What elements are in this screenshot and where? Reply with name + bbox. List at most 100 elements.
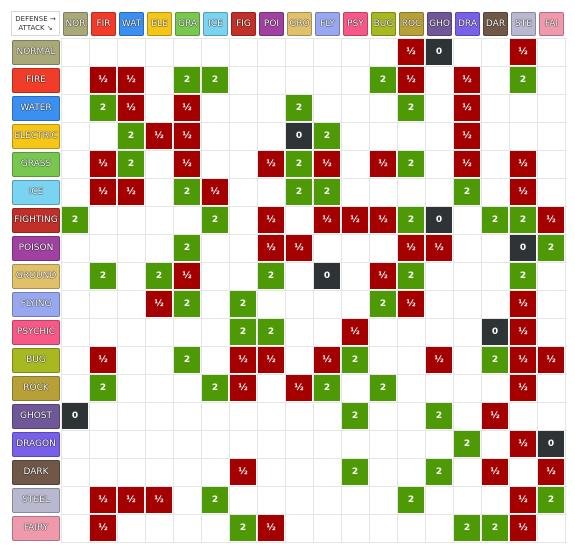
attack-type-dark: DARK [12, 460, 60, 485]
defense-type-psy: PSY [343, 12, 368, 36]
grid-line [313, 38, 314, 542]
effectiveness-cell: 0 [538, 431, 564, 457]
defense-axis-label: DEFENSE → [15, 15, 56, 23]
grid-line [425, 38, 426, 542]
effectiveness-cell: ½ [118, 95, 144, 121]
grid-line [61, 486, 567, 487]
effectiveness-cell: ½ [230, 347, 256, 373]
grid-line [61, 178, 567, 179]
effectiveness-cell: ½ [90, 179, 116, 205]
effectiveness-cell: 2 [482, 515, 508, 541]
grid-line [341, 38, 342, 542]
effectiveness-cell: ½ [510, 515, 536, 541]
effectiveness-cell: ½ [510, 319, 536, 345]
effectiveness-cell: ½ [174, 151, 200, 177]
grid-line [397, 38, 398, 542]
effectiveness-cell: 2 [174, 179, 200, 205]
effectiveness-cell: 2 [146, 263, 172, 289]
effectiveness-cell: 2 [398, 263, 424, 289]
effectiveness-cell: ½ [370, 151, 396, 177]
defense-type-poi: POI [259, 12, 284, 36]
attack-type-rock: ROCK [12, 376, 60, 401]
effectiveness-cell: ½ [174, 95, 200, 121]
attack-type-flying: FLYING [12, 292, 60, 317]
effectiveness-cell: ½ [398, 291, 424, 317]
effectiveness-cell: 2 [230, 291, 256, 317]
attack-type-bug: BUG [12, 348, 60, 373]
effectiveness-cell: 2 [118, 151, 144, 177]
effectiveness-cell: ½ [90, 151, 116, 177]
effectiveness-cell: ½ [538, 207, 564, 233]
effectiveness-cell: ½ [370, 207, 396, 233]
axis-legend: DEFENSE → ATTACK ↘ [11, 11, 60, 36]
grid-line [61, 402, 567, 403]
effectiveness-cell: ½ [510, 487, 536, 513]
effectiveness-cell: ½ [90, 487, 116, 513]
attack-type-poison: POISON [12, 236, 60, 261]
effectiveness-cell: 2 [286, 179, 312, 205]
effectiveness-cell: 2 [314, 179, 340, 205]
effectiveness-cell: ½ [342, 207, 368, 233]
effectiveness-cell: 2 [90, 375, 116, 401]
effectiveness-cell: 2 [118, 123, 144, 149]
effectiveness-cell: 2 [174, 67, 200, 93]
defense-type-bug: BUG [371, 12, 396, 36]
effectiveness-cell: ½ [510, 431, 536, 457]
effectiveness-cell: 2 [510, 207, 536, 233]
effectiveness-cell: ½ [286, 375, 312, 401]
effectiveness-cell: ½ [426, 347, 452, 373]
effectiveness-cell: ½ [538, 347, 564, 373]
effectiveness-cell: ½ [454, 123, 480, 149]
effectiveness-cell: 2 [370, 67, 396, 93]
grid-line [61, 514, 567, 515]
effectiveness-cell: ½ [454, 67, 480, 93]
attack-type-grass: GRASS [12, 152, 60, 177]
effectiveness-cell: ½ [230, 375, 256, 401]
defense-type-dar: DAR [483, 12, 508, 36]
effectiveness-cell: 0 [510, 235, 536, 261]
grid-line [369, 38, 370, 542]
defense-type-ste: STE [511, 12, 536, 36]
grid-line [173, 38, 174, 542]
effectiveness-cell: 2 [538, 487, 564, 513]
defense-type-dra: DRA [455, 12, 480, 36]
defense-type-ice: ICE [203, 12, 228, 36]
defense-type-fig: FIG [231, 12, 256, 36]
grid-line [61, 94, 567, 95]
grid-line [509, 38, 510, 542]
effectiveness-cell: ½ [370, 263, 396, 289]
effectiveness-cell: 2 [174, 291, 200, 317]
effectiveness-cell: 0 [314, 263, 340, 289]
effectiveness-cell: 2 [342, 347, 368, 373]
effectiveness-cell: 2 [482, 207, 508, 233]
effectiveness-cell: ½ [118, 487, 144, 513]
attack-type-water: WATER [12, 96, 60, 121]
grid-line [61, 318, 567, 319]
effectiveness-cell: ½ [118, 179, 144, 205]
effectiveness-cell: ½ [482, 403, 508, 429]
effectiveness-cell: ½ [454, 95, 480, 121]
effectiveness-cell: 2 [538, 235, 564, 261]
effectiveness-cell: ½ [174, 263, 200, 289]
grid-line [481, 38, 482, 542]
attack-type-fire: FIRE [12, 68, 60, 93]
grid-line [61, 542, 567, 543]
attack-type-dragon: DRAGON [12, 432, 60, 457]
effectiveness-cell: 2 [342, 459, 368, 485]
effectiveness-cell: 2 [174, 347, 200, 373]
defense-type-fly: FLY [315, 12, 340, 36]
effectiveness-cell: 2 [230, 515, 256, 541]
defense-type-fai: FAI [539, 12, 564, 36]
grid-line [285, 38, 286, 542]
grid-line [61, 38, 567, 39]
effectiveness-cell: 2 [174, 235, 200, 261]
attack-type-fighting: FIGHTING [12, 208, 60, 233]
effectiveness-cell: ½ [258, 515, 284, 541]
effectiveness-cell: ½ [510, 179, 536, 205]
effectiveness-cell: ½ [286, 235, 312, 261]
grid-line [565, 38, 566, 542]
effectiveness-cell: 2 [202, 207, 228, 233]
effectiveness-cell: 2 [230, 319, 256, 345]
effectiveness-cell: ½ [510, 39, 536, 65]
defense-type-nor: NOR [63, 12, 88, 36]
